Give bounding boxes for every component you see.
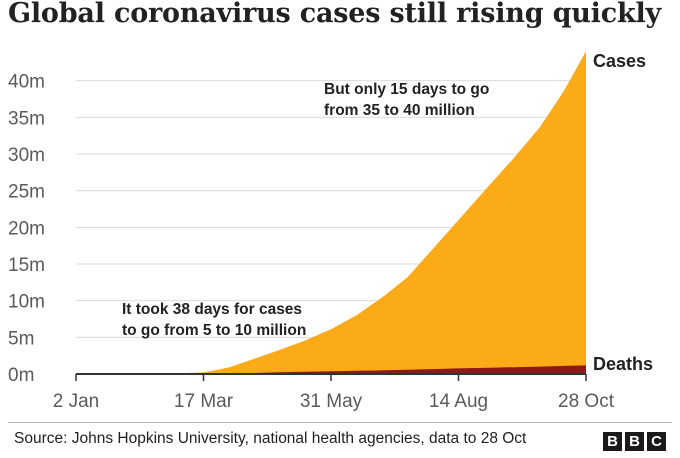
axes: 2 Jan 17 Mar 31 May 14 Aug 28 Oct <box>53 373 615 412</box>
y-tick-label: 25m <box>8 182 45 203</box>
annotation-line: It took 38 days for cases <box>122 301 302 318</box>
y-tick-label: 0m <box>8 365 34 386</box>
x-tick-label: 17 Mar <box>174 391 234 412</box>
cases-area <box>76 51 586 375</box>
chart-labels: Cases Deaths It took 38 days for cases to g… <box>122 51 653 374</box>
annotation: But only 15 days to go from 35 to 40 mill… <box>324 81 489 119</box>
y-tick-label: 15m <box>8 255 45 276</box>
annotation-line: But only 15 days to go <box>324 81 489 98</box>
annotation-line: to go from 5 to 10 million <box>122 322 306 339</box>
bbc-logo-letter: B <box>603 432 622 451</box>
series-label-cases: Cases <box>593 51 646 71</box>
chart-plot: 0m 5m 10m 15m 20m 25m 30m 35m 40m 2 Jan 17 Mar 31 … <box>8 51 653 412</box>
series-label-deaths: Deaths <box>593 354 653 374</box>
footer-divider <box>8 422 672 423</box>
y-tick-label: 30m <box>8 145 45 166</box>
x-tick-label: 28 Oct <box>558 391 615 412</box>
y-tick-label: 5m <box>8 328 34 349</box>
annotation-line: from 35 to 40 million <box>324 102 475 119</box>
annotation: It took 38 days for cases to go from 5 to… <box>122 301 306 339</box>
x-tick-label: 2 Jan <box>53 391 99 412</box>
y-tick-label: 40m <box>8 72 45 93</box>
y-tick-label: 35m <box>8 108 45 129</box>
x-tick-label: 31 May <box>300 391 363 412</box>
x-tick-label: 14 Aug <box>429 391 488 412</box>
y-tick-label: 20m <box>8 218 45 239</box>
bbc-logo-letter: B <box>625 432 644 451</box>
bbc-logo-letter: C <box>647 432 666 451</box>
chart-title: Global coronavirus cases still rising qu… <box>8 0 662 29</box>
y-tick-label: 10m <box>8 292 45 313</box>
source-note: Source: Johns Hopkins University, nation… <box>14 430 527 447</box>
bbc-logo: B B C <box>603 432 666 451</box>
data-areas <box>76 51 586 375</box>
deaths-area <box>76 365 586 374</box>
